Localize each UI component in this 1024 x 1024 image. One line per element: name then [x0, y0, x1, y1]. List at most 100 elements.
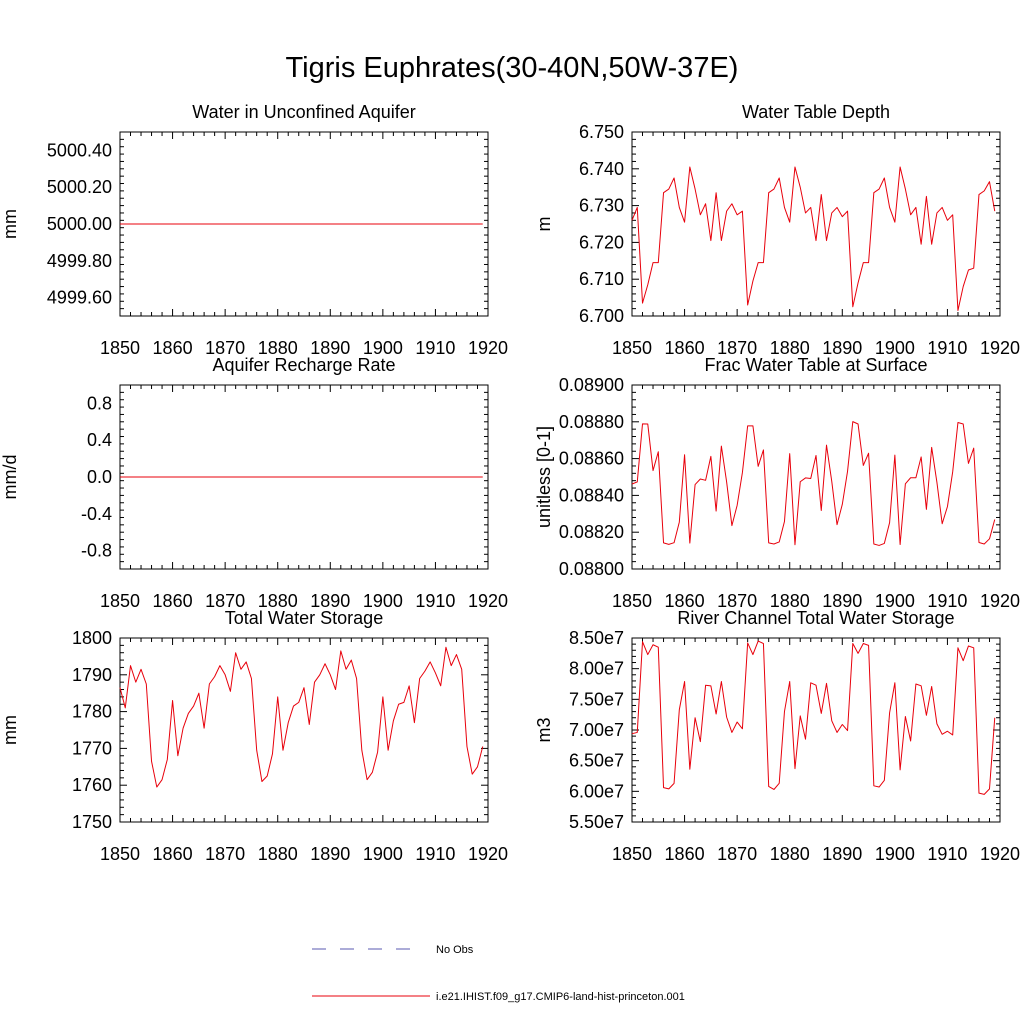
- x-tick-label: 1910: [927, 338, 967, 358]
- y-tick-label: 5000.20: [47, 177, 112, 197]
- y-tick-label: 4999.80: [47, 251, 112, 271]
- x-tick-label: 1880: [258, 338, 298, 358]
- y-axis-label: mm/d: [0, 455, 20, 500]
- x-tick-label: 1850: [100, 338, 140, 358]
- y-tick-label: 0.08860: [559, 449, 624, 469]
- x-tick-label: 1920: [468, 591, 508, 611]
- x-tick-label: 1890: [310, 338, 350, 358]
- x-tick-label: 1880: [258, 844, 298, 864]
- y-tick-label: 0.08820: [559, 522, 624, 542]
- x-tick-label: 1850: [612, 591, 652, 611]
- y-axis-label: m: [534, 217, 554, 232]
- x-tick-label: 1880: [770, 844, 810, 864]
- legend-label-no-obs: No Obs: [436, 944, 474, 956]
- x-tick-label: 1920: [468, 338, 508, 358]
- x-tick-label: 1860: [153, 844, 193, 864]
- x-tick-label: 1900: [363, 338, 403, 358]
- y-tick-label: 5000.00: [47, 214, 112, 234]
- chart-panel-1: Water in Unconfined Aquifer mm 1850 1860 187…: [0, 102, 508, 358]
- series-line: [119, 646, 484, 788]
- panel-title: Frac Water Table at Surface: [704, 355, 927, 375]
- panel-title: Total Water Storage: [225, 608, 383, 628]
- panel-title: Aquifer Recharge Rate: [212, 355, 395, 375]
- x-tick-label: 1890: [822, 591, 862, 611]
- x-tick-label: 1910: [927, 844, 967, 864]
- y-tick-label: 6.750: [579, 122, 624, 142]
- series-line: [631, 166, 996, 311]
- x-tick-label: 1870: [717, 338, 757, 358]
- y-tick-label: 8.00e7: [569, 659, 624, 679]
- y-axis-label: mm: [0, 209, 20, 239]
- y-tick-label: 0.8: [87, 393, 112, 413]
- y-tick-label: 0.08880: [559, 412, 624, 432]
- figure-title: Tigris Euphrates(30-40N,50W-37E): [285, 52, 739, 84]
- x-tick-label: 1900: [875, 338, 915, 358]
- x-tick-label: 1890: [310, 591, 350, 611]
- y-tick-label: 4999.60: [47, 288, 112, 308]
- y-tick-label: 6.50e7: [569, 751, 624, 771]
- y-tick-label: 1800: [72, 628, 112, 648]
- y-tick-label: 0.08840: [559, 485, 624, 505]
- x-tick-label: 1870: [205, 591, 245, 611]
- y-tick-label: -0.4: [81, 504, 112, 524]
- panel-title: River Channel Total Water Storage: [677, 608, 954, 628]
- y-tick-label: 1770: [72, 738, 112, 758]
- legend: No Obs i.e21.IHIST.f09_g17.CMIP6-land-his…: [312, 944, 685, 1003]
- plot-frame: [631, 131, 1001, 317]
- x-tick-label: 1890: [310, 844, 350, 864]
- x-tick-label: 1920: [468, 844, 508, 864]
- x-tick-label: 1850: [612, 338, 652, 358]
- x-tick-label: 1900: [875, 591, 915, 611]
- y-tick-label: 0.4: [87, 430, 112, 450]
- x-tick-label: 1880: [770, 338, 810, 358]
- y-tick-label: 5.50e7: [569, 812, 624, 832]
- x-tick-label: 1850: [100, 591, 140, 611]
- y-tick-label: 1790: [72, 665, 112, 685]
- y-tick-label: 8.50e7: [569, 628, 624, 648]
- x-tick-label: 1850: [612, 844, 652, 864]
- y-tick-label: 0.08900: [559, 375, 624, 395]
- y-tick-label: 0.08800: [559, 559, 624, 579]
- y-tick-label: 7.00e7: [569, 720, 624, 740]
- x-tick-label: 1860: [665, 844, 705, 864]
- legend-label-model: i.e21.IHIST.f09_g17.CMIP6-land-hist-prin…: [436, 991, 685, 1003]
- y-tick-label: 5000.40: [47, 140, 112, 160]
- chart-panel-2: Water Table Depth m 1850 1860 1870 1880 1890 19…: [534, 102, 1020, 358]
- y-axis-label: mm: [0, 715, 20, 745]
- x-tick-label: 1870: [717, 591, 757, 611]
- y-tick-label: 6.710: [579, 269, 624, 289]
- y-tick-label: 7.50e7: [569, 689, 624, 709]
- x-tick-label: 1860: [153, 591, 193, 611]
- y-tick-label: 6.700: [579, 306, 624, 326]
- chart-panel-5: Total Water Storage mm 1850 1860 1870 1880 189…: [0, 608, 508, 864]
- series-line: [631, 421, 996, 546]
- x-tick-label: 1900: [363, 591, 403, 611]
- x-tick-label: 1850: [100, 844, 140, 864]
- series-line: [631, 640, 996, 795]
- x-tick-label: 1920: [980, 844, 1020, 864]
- x-tick-label: 1920: [980, 591, 1020, 611]
- x-tick-label: 1860: [665, 338, 705, 358]
- x-tick-label: 1860: [665, 591, 705, 611]
- y-tick-label: 1780: [72, 702, 112, 722]
- y-tick-label: 1750: [72, 812, 112, 832]
- chart-panel-6: River Channel Total Water Storage m3 1850 1…: [534, 608, 1020, 864]
- x-tick-label: 1870: [717, 844, 757, 864]
- y-tick-label: 0.0: [87, 467, 112, 487]
- x-tick-label: 1880: [258, 591, 298, 611]
- x-tick-label: 1870: [205, 338, 245, 358]
- y-tick-label: 6.00e7: [569, 781, 624, 801]
- x-tick-label: 1870: [205, 844, 245, 864]
- chart-panel-4: Frac Water Table at Surface unitless [0-1…: [534, 355, 1020, 611]
- x-tick-label: 1860: [153, 338, 193, 358]
- panel-title: Water Table Depth: [742, 102, 890, 122]
- x-tick-label: 1880: [770, 591, 810, 611]
- x-tick-label: 1910: [415, 338, 455, 358]
- y-tick-label: 6.730: [579, 196, 624, 216]
- y-axis-label: unitless [0-1]: [534, 426, 554, 528]
- plot-frame: [119, 637, 489, 823]
- x-tick-label: 1900: [363, 844, 403, 864]
- x-tick-label: 1920: [980, 338, 1020, 358]
- chart-panel-3: Aquifer Recharge Rate mm/d 1850 1860 1870 188…: [0, 355, 508, 611]
- x-tick-label: 1890: [822, 844, 862, 864]
